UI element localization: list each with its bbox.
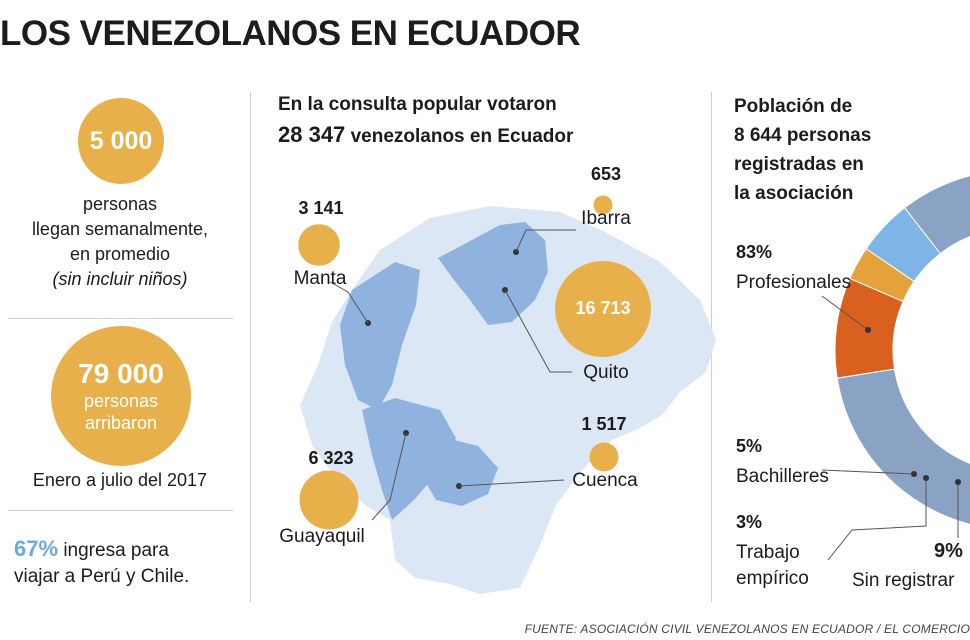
city-label-manta: Manta: [293, 268, 347, 289]
arrived-line1: personas: [83, 391, 159, 411]
city-label-cuenca: Cuenca: [572, 470, 638, 491]
donut-pct-sin-registrar: 9%: [934, 540, 963, 562]
donut-title-line4: la asociación: [734, 183, 854, 204]
weekly-line3: en promedio: [69, 244, 171, 264]
donut-slice-trabajo: [849, 248, 915, 303]
transit-text: 67% ingresa para viajar a Perú y Chile.: [14, 536, 244, 590]
page-title: LOS VENEZOLANOS EN ECUADOR: [0, 14, 581, 53]
donut-slice-bachilleres: [865, 207, 941, 283]
bubble-guayaquil: [299, 470, 359, 530]
arrived-line2: arribaron: [84, 413, 158, 433]
bubble-value-guayaquil: 6 323: [308, 448, 354, 468]
marker-cuenca: [456, 483, 462, 489]
donut-label-bachilleres: Bachilleres: [736, 466, 829, 487]
map-title-line2: 28 347 venezolanos en Ecuador: [278, 120, 698, 152]
donut-slice-profesionales: [836, 175, 970, 525]
donut-pct-profesionales: 83%: [736, 242, 773, 262]
transit-line2: viajar a Perú y Chile.: [14, 566, 190, 587]
map-title-total: 28 347: [278, 122, 346, 147]
divider-left-1: [8, 318, 233, 319]
pichincha-region: [438, 222, 548, 325]
bubble-value-ibarra: 653: [590, 164, 622, 184]
transit-line1: ingresa para: [63, 540, 169, 561]
donut-pct-bachilleres: 5%: [736, 436, 763, 456]
weekly-arrivals-circle: 5 000: [78, 98, 164, 184]
arrived-value: 79 000: [78, 358, 164, 389]
leader-ibarra: [515, 229, 576, 253]
map-title-line1: En la consulta popular votaron: [278, 94, 557, 115]
marker-profesionales: [865, 327, 871, 333]
bubble-value-cuenca: 1 517: [581, 414, 627, 434]
donut-title: Población de 8 644 personas registradas …: [734, 92, 964, 208]
leader-profesionales: [821, 295, 869, 331]
arrived-caption: Enero a julio del 2017: [32, 470, 208, 490]
marker-guayaquil: [403, 430, 409, 436]
bubble-cuenca: [589, 442, 619, 472]
marker-sin-registrar: [955, 479, 961, 485]
marker-ibarra: [513, 249, 519, 255]
weekly-arrivals-text: personas llegan semanalmente, en promedi…: [0, 192, 240, 292]
city-label-ibarra: Ibarra: [581, 208, 631, 229]
marker-trabajo: [923, 475, 929, 481]
source-credit: FUENTE: ASOCIACIÓN CIVIL VENEZOLANOS EN …: [524, 622, 970, 636]
weekly-line2: llegan semanalmente,: [31, 219, 209, 239]
map-title: En la consulta popular votaron 28 347 ve…: [278, 90, 698, 152]
transit-pct: 67%: [14, 536, 59, 561]
donut-label-sin-registrar: Sin registrar: [852, 570, 955, 591]
leader-trabajo: [827, 478, 927, 561]
donut-pct-trabajo: 3%: [736, 512, 763, 532]
bubble-manta: [298, 224, 340, 266]
weekly-line4: (sin incluir niños): [52, 269, 188, 289]
leader-guayaquil: [371, 432, 407, 521]
azuay-region: [418, 438, 498, 506]
divider-left-2: [8, 510, 233, 511]
donut-label-trabajo: Trabajo empírico: [736, 542, 809, 589]
city-label-quito: Quito: [583, 362, 629, 383]
leader-bachilleres: [821, 469, 915, 475]
arrived-circle: 79 000 personas arribaron: [51, 326, 191, 466]
donut-label-profesionales: Profesionales: [736, 272, 852, 293]
map-title-rest: venezolanos en Ecuador: [350, 126, 574, 147]
donut-title-line1: Población de: [734, 96, 853, 117]
marker-quito: [502, 287, 508, 293]
bubble-value-manta: 3 141: [298, 198, 344, 218]
marker-manta: [365, 320, 371, 326]
marker-bachilleres: [911, 471, 917, 477]
guayas-region: [362, 398, 456, 520]
bubble-value-quito: 16 713: [575, 298, 631, 318]
leader-cuenca: [458, 479, 565, 487]
divider-right: [711, 92, 712, 602]
donut-title-line3: registradas en: [734, 154, 864, 175]
weekly-line1: personas: [82, 194, 158, 214]
weekly-arrivals-value: 5 000: [89, 126, 153, 155]
city-label-guayaquil: Guayaquil: [279, 526, 365, 547]
divider-left: [250, 92, 251, 602]
donut-title-line2: 8 644 personas: [734, 125, 872, 146]
